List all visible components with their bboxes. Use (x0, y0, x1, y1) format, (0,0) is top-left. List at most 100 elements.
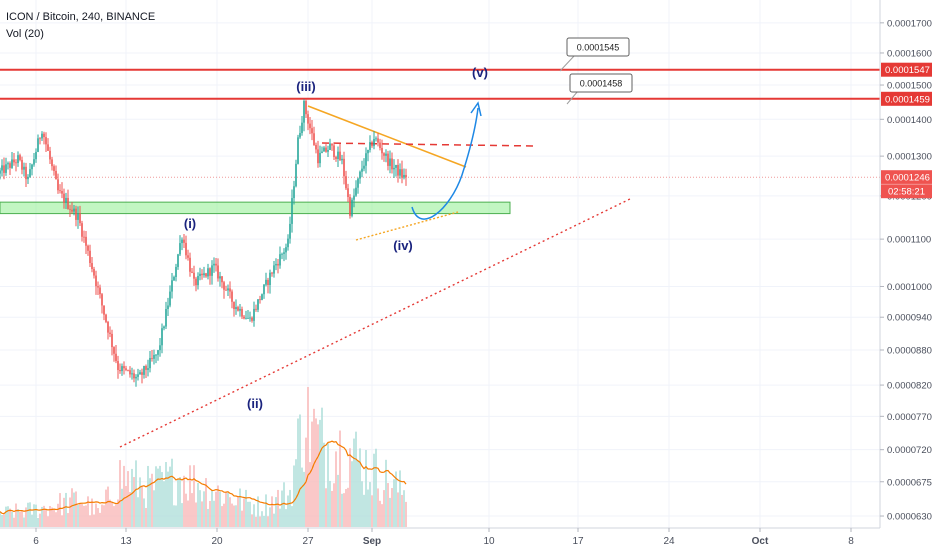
candle-body (83, 236, 85, 238)
volume-bar (399, 470, 401, 527)
volume-bar (249, 501, 251, 527)
volume-bar (401, 494, 403, 527)
descending-trendline[interactable] (307, 105, 467, 168)
volume-bar (71, 488, 73, 527)
wave-label[interactable]: (iii) (296, 79, 316, 94)
candle-body (13, 159, 15, 163)
candle-body (219, 276, 221, 279)
candle-body (75, 208, 77, 220)
candle-body (121, 366, 123, 372)
wave-v-projection[interactable] (411, 107, 479, 220)
candle-body (383, 153, 385, 156)
wave-label[interactable]: (iv) (393, 238, 413, 253)
volume-bar (133, 477, 135, 527)
volume-bar (377, 488, 379, 527)
wave-label[interactable]: (ii) (247, 396, 263, 411)
volume-bar (79, 503, 81, 527)
candle-body (187, 255, 189, 258)
volume-bar (97, 508, 99, 527)
volume-bar (367, 489, 369, 527)
candle-body (23, 166, 25, 170)
lower-trendline[interactable] (355, 211, 459, 241)
volume-bar (229, 497, 231, 527)
volume-bar (69, 497, 71, 527)
volume-bar (239, 488, 241, 527)
volume-indicator-label[interactable]: Vol (20) (6, 28, 44, 40)
candle-body (127, 369, 129, 371)
candle-body (345, 176, 347, 189)
candle-body (237, 307, 239, 311)
volume-bar (281, 490, 283, 527)
price-tick-label: 0.0001700 (887, 18, 932, 29)
candle-body (307, 114, 309, 124)
price-tick-label: 0.0000720 (887, 445, 932, 456)
volume-bar (179, 477, 181, 527)
volume-bar (3, 514, 5, 527)
candle-body (261, 294, 263, 300)
current-price-label: 0.0001246 (885, 173, 930, 184)
wave-label[interactable]: (v) (472, 65, 488, 80)
volume-bar (197, 482, 199, 527)
candle-body (209, 268, 211, 276)
support-zone[interactable] (0, 201, 511, 215)
symbol-title[interactable]: ICON / Bitcoin, 240, BINANCE (6, 11, 156, 23)
volume-bar (119, 460, 121, 527)
volume-bar (355, 431, 357, 527)
volume-bar (349, 448, 351, 527)
volume-bar (271, 496, 273, 527)
volume-bar (11, 511, 13, 527)
volume-bar (391, 488, 393, 527)
candle-body (97, 286, 99, 288)
volume-bar (145, 507, 147, 527)
candle-body (125, 368, 127, 370)
rising-trendline[interactable] (119, 198, 631, 448)
candle-body (53, 166, 55, 171)
volume-bar (289, 489, 291, 527)
volume-bar (327, 442, 329, 527)
volume-bar (235, 505, 237, 527)
volume-bar (43, 505, 45, 527)
volume-bar (309, 462, 311, 527)
price-callout-box[interactable] (569, 73, 633, 93)
volume-bar (303, 471, 305, 527)
candle-body (323, 147, 325, 152)
candle-body (353, 195, 355, 200)
volume-bar (383, 490, 385, 527)
volume-bar (381, 504, 383, 527)
time-tick-label: Oct (752, 536, 769, 547)
volume-bar (337, 474, 339, 527)
wave-label[interactable]: (i) (184, 216, 196, 231)
candle-body (141, 372, 143, 375)
volume-bar (83, 505, 85, 527)
volume-bar (195, 502, 197, 527)
volume-bar (225, 492, 227, 527)
candle-body (215, 263, 217, 266)
volume-bar (0, 511, 1, 527)
volume-bar (265, 494, 267, 527)
candle-body (223, 282, 225, 290)
volume-bar (365, 450, 367, 527)
volume-bar (339, 430, 341, 527)
dashed-resistance-line[interactable] (321, 142, 536, 147)
candle-body (5, 164, 7, 173)
candle-body (67, 197, 69, 209)
price-callout-box[interactable] (566, 37, 630, 57)
candle-body (203, 273, 205, 276)
candle-body (377, 138, 379, 143)
candle-body (293, 186, 295, 199)
volume-bar (181, 503, 183, 527)
candle-body (343, 158, 345, 177)
volume-bar (105, 489, 107, 527)
volume-bar (129, 492, 131, 527)
price-callout-text: 0.0001545 (577, 43, 620, 53)
candle-body (311, 128, 313, 134)
volume-bar (213, 500, 215, 527)
candle-body (31, 164, 33, 170)
volume-bar (77, 505, 79, 527)
candle-body (51, 159, 53, 167)
price-tick-label: 0.0000940 (887, 313, 932, 324)
volume-bar (317, 424, 319, 527)
volume-bar (297, 418, 299, 527)
